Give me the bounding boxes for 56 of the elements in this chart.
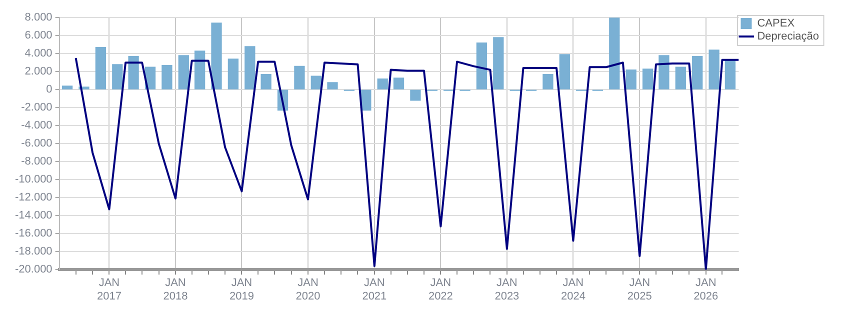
bar [476, 42, 488, 90]
x-tick-label: JAN 2026 [694, 277, 718, 302]
x-tick-label: JAN 2022 [428, 277, 453, 302]
bar [112, 64, 123, 90]
bar [310, 76, 322, 90]
bar [244, 46, 256, 90]
y-tick-label: -4.000 [21, 120, 52, 132]
bar [708, 50, 720, 90]
y-tick-label: 0 [46, 84, 52, 96]
y-tick-label: -16.000 [14, 228, 52, 240]
bar [294, 66, 305, 90]
bar [642, 68, 654, 90]
bar [260, 74, 272, 90]
bar [626, 69, 636, 90]
x-tick-label: JAN 2025 [627, 277, 652, 302]
bar [228, 58, 239, 90]
bar [178, 55, 189, 90]
bar [542, 74, 554, 90]
x-tick-label: JAN 2019 [229, 277, 254, 302]
y-tick-label: 8.000 [24, 12, 52, 24]
bar [724, 60, 736, 90]
y-tick-label: 2.000 [24, 66, 52, 78]
y-tick-label: -2.000 [21, 102, 52, 114]
x-tick-label: JAN 2017 [96, 277, 122, 302]
y-tick-label: -12.000 [14, 192, 52, 204]
y-tick-label: -8.000 [21, 156, 52, 168]
bar [211, 22, 222, 90]
x-tick-label: JAN 2018 [163, 277, 188, 302]
bar [393, 78, 404, 90]
bar [692, 56, 703, 90]
y-tick-label: 4.000 [24, 48, 52, 60]
bar [95, 46, 106, 90]
y-tick-label: -14.000 [14, 210, 52, 222]
y-tick-label: 6.000 [24, 30, 52, 42]
bar [377, 78, 388, 90]
bar [410, 90, 421, 101]
y-tick-label: -18.000 [14, 246, 52, 258]
bar [327, 82, 338, 90]
bar [194, 50, 206, 90]
y-tick-label: -20.000 [14, 264, 52, 276]
bar [162, 64, 172, 90]
bar [559, 54, 570, 90]
y-tick-label: -6.000 [21, 138, 52, 150]
x-tick-label: JAN 2023 [494, 277, 520, 302]
x-tick-label: JAN 2020 [296, 277, 320, 302]
bar [62, 86, 73, 90]
x-tick-label: JAN 2021 [362, 277, 387, 302]
legend-label: CAPEX [757, 18, 796, 30]
bar [658, 55, 670, 90]
y-tick-label: -10.000 [14, 174, 52, 186]
bar [609, 18, 620, 90]
legend-label: Depreciação [757, 30, 820, 43]
bar [675, 66, 686, 90]
bar [128, 56, 139, 90]
x-tick-label: JAN 2024 [560, 277, 586, 302]
bar [493, 37, 504, 90]
